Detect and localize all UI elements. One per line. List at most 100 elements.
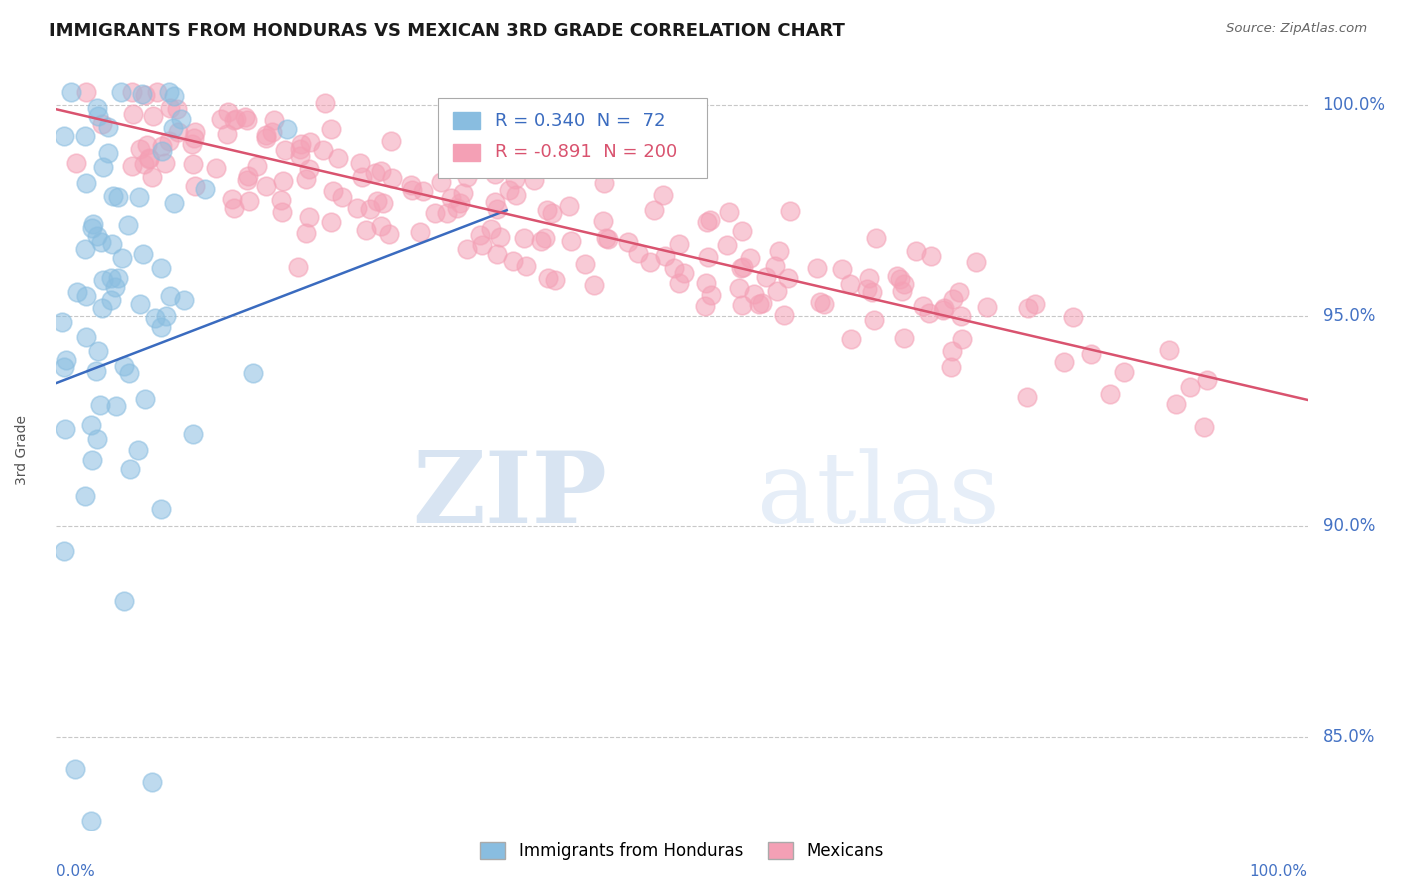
Point	[209, 112, 232, 127]
Point	[100, 237, 122, 252]
Point	[484, 194, 506, 209]
Point	[349, 155, 371, 169]
Point	[97, 120, 120, 134]
Point	[778, 271, 800, 285]
Point	[170, 112, 193, 127]
Point	[100, 293, 122, 308]
Point	[863, 312, 886, 326]
Point	[449, 196, 471, 211]
Point	[489, 153, 512, 167]
Point	[157, 86, 180, 100]
Point	[321, 214, 343, 228]
Point	[839, 277, 862, 291]
Point	[312, 143, 335, 157]
Point	[80, 220, 103, 235]
Point	[742, 287, 765, 301]
Point	[222, 113, 245, 128]
Point	[299, 135, 322, 149]
Point	[1017, 301, 1039, 316]
Point	[87, 343, 110, 358]
Point	[80, 418, 103, 433]
Point	[1024, 297, 1046, 311]
Point	[287, 260, 309, 275]
Point	[1195, 373, 1218, 387]
Point	[643, 203, 665, 218]
Point	[738, 252, 761, 266]
Point	[536, 271, 558, 285]
Point	[430, 175, 453, 189]
Point	[1062, 310, 1084, 324]
Point	[75, 489, 97, 503]
Point	[65, 762, 87, 776]
Point	[354, 223, 377, 237]
Point	[132, 247, 155, 261]
Point	[779, 204, 801, 219]
Point	[751, 295, 773, 310]
Point	[110, 86, 132, 100]
Point	[204, 161, 226, 176]
Point	[401, 183, 423, 197]
Point	[942, 292, 965, 306]
Point	[965, 254, 987, 268]
Point	[436, 206, 458, 220]
Point	[479, 221, 502, 235]
Point	[893, 277, 915, 292]
Point	[131, 87, 153, 102]
Point	[166, 125, 188, 139]
Point	[162, 89, 184, 103]
Point	[91, 160, 114, 174]
Point	[173, 293, 195, 307]
Point	[638, 255, 661, 269]
Point	[693, 299, 716, 313]
Point	[86, 102, 108, 116]
Point	[75, 176, 97, 190]
Point	[381, 170, 404, 185]
Point	[865, 231, 887, 245]
Point	[699, 213, 721, 227]
Point	[242, 367, 264, 381]
Point	[1080, 347, 1102, 361]
Point	[181, 427, 204, 442]
Point	[221, 192, 243, 206]
Point	[893, 331, 915, 345]
Point	[560, 234, 582, 248]
Point	[673, 266, 696, 280]
Point	[80, 453, 103, 467]
Point	[153, 156, 176, 170]
Point	[530, 235, 553, 249]
Point	[595, 231, 617, 245]
Point	[60, 86, 83, 100]
Point	[1053, 355, 1076, 369]
Bar	[453, 112, 481, 129]
Point	[84, 364, 107, 378]
Point	[533, 231, 555, 245]
Point	[891, 284, 914, 298]
Point	[117, 218, 139, 232]
Point	[399, 178, 422, 192]
Point	[75, 330, 97, 344]
Point	[456, 169, 478, 184]
Point	[541, 206, 564, 220]
Text: atlas: atlas	[756, 448, 1000, 544]
Point	[668, 237, 690, 252]
Point	[75, 129, 97, 144]
Point	[453, 145, 475, 159]
Point	[149, 320, 172, 334]
Point	[141, 170, 163, 185]
Point	[370, 164, 392, 178]
Point	[270, 194, 292, 208]
Point	[456, 242, 478, 256]
Point	[121, 107, 143, 121]
Point	[654, 249, 676, 263]
Point	[839, 332, 862, 346]
Point	[89, 398, 111, 412]
Point	[918, 306, 941, 320]
Point	[104, 399, 127, 413]
Point	[747, 297, 769, 311]
Point	[150, 145, 173, 159]
Point	[52, 543, 75, 558]
Point	[132, 157, 155, 171]
Point	[911, 299, 934, 313]
Point	[75, 242, 97, 256]
Point	[152, 139, 174, 153]
